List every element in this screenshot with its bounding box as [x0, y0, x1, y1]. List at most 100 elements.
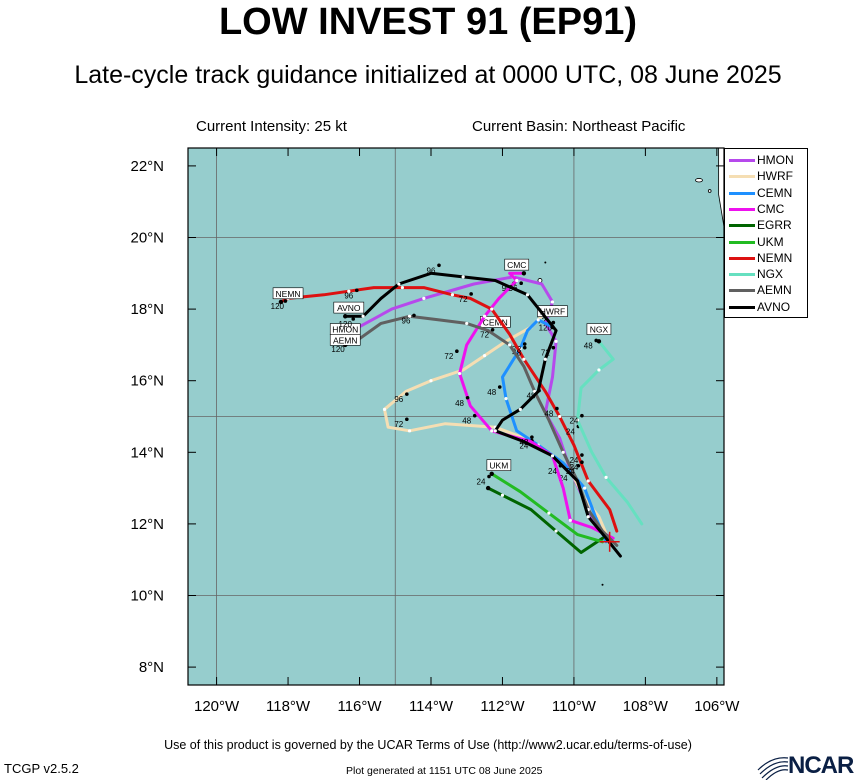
lat-tick-label: 16°N	[130, 373, 164, 390]
terms-of-use: Use of this product is governed by the U…	[164, 738, 692, 752]
lat-tick-label: 18°N	[130, 301, 164, 318]
track-point	[525, 293, 530, 297]
legend-swatch	[729, 159, 755, 162]
map-frame	[187, 147, 725, 686]
legend-swatch	[729, 256, 755, 260]
track-point	[522, 357, 526, 361]
forecast-hour-label: 72	[394, 420, 403, 429]
track-point	[500, 493, 505, 497]
model-tag-box	[586, 323, 612, 335]
forecast-hour-marker	[405, 392, 409, 396]
track-point	[397, 282, 401, 286]
forecast-hour-label: 96	[402, 316, 411, 325]
track-point	[429, 379, 433, 383]
forecast-hour-marker	[551, 320, 556, 325]
model-tag-box	[272, 287, 304, 300]
forecast-hour-label: 120	[539, 324, 553, 333]
track-point	[347, 289, 351, 293]
forecast-hour-marker	[576, 463, 581, 468]
forecast-hour-label: 48	[519, 438, 528, 447]
lat-tick-label: 20°N	[130, 230, 164, 247]
page-subtitle: Late-cycle track guidance initialized at…	[74, 61, 782, 89]
forecast-hour-marker	[490, 327, 495, 332]
legend-label: HMON	[757, 153, 794, 167]
forecast-hour-label: 120	[271, 302, 285, 311]
model-tag-box	[504, 258, 530, 271]
forecast-hour-marker	[412, 313, 416, 318]
legend: HMON HWRF CEMN CMC EGRR UKM NEMN NGX AEMN AVNO	[724, 148, 808, 318]
track-point	[482, 314, 487, 318]
forecast-hour-label: 120	[331, 345, 345, 354]
track-end-marker	[485, 485, 491, 491]
lon-tick-label: 108°W	[623, 698, 669, 715]
lon-tick-label: 118°W	[266, 698, 311, 715]
forecast-hour-marker	[594, 338, 599, 343]
legend-swatch	[729, 207, 755, 211]
forecast-hour-label: 48	[487, 388, 496, 397]
ncar-logo-icon	[757, 757, 789, 780]
lon-tick-label: 114°W	[409, 698, 454, 715]
track-point	[568, 518, 572, 522]
forecast-hour-marker	[283, 299, 288, 303]
island-small	[707, 189, 712, 193]
forecast-hour-label: 96	[394, 395, 403, 404]
forecast-hour-marker	[405, 417, 409, 422]
ncar-logo-text: NCAR	[788, 752, 854, 779]
forecast-hour-marker	[555, 406, 559, 411]
model-tag-nemn: NEMN	[276, 289, 301, 299]
track-point	[490, 307, 494, 311]
model-tag-ukm: UKM	[489, 461, 508, 471]
track-nemn	[279, 286, 619, 533]
track-end-marker	[489, 471, 494, 476]
lon-tick-label: 106°W	[694, 698, 740, 715]
forecast-hour-label: 72	[541, 349, 550, 358]
model-tag-aemn: AEMN	[333, 335, 358, 345]
lon-tick-label: 116°W	[337, 698, 382, 715]
track-egrr	[486, 486, 604, 554]
model-tag-avno: AVNO	[337, 303, 361, 313]
track-point	[536, 318, 540, 322]
track-end-marker	[278, 299, 284, 305]
track-point	[550, 300, 555, 304]
track-point	[382, 407, 387, 411]
model-tag-box	[329, 334, 361, 346]
track-point	[422, 296, 426, 300]
model-tag-box	[537, 305, 568, 317]
lat-tick-label: 22°N	[130, 158, 164, 175]
island-marias	[695, 178, 703, 183]
track-point	[550, 454, 555, 458]
lon-tick-label: 110°W	[552, 698, 597, 715]
forecast-hour-marker	[519, 281, 523, 286]
lat-tick-label: 12°N	[130, 516, 164, 533]
legend-swatch	[729, 224, 755, 228]
forecast-hour-marker	[351, 317, 356, 321]
model-tag-box	[486, 459, 512, 471]
forecast-hour-label: 96	[344, 291, 353, 300]
track-point	[457, 371, 462, 376]
track-avno	[343, 271, 622, 558]
forecast-hour-label: 96	[427, 266, 436, 275]
legend-label: AEMN	[757, 283, 792, 298]
track-point	[561, 450, 565, 454]
lat-tick-label: 10°N	[130, 588, 164, 605]
legend-swatch	[729, 289, 755, 293]
lon-tick-label: 112°W	[480, 698, 525, 715]
legend-swatch	[729, 305, 755, 309]
model-tag-box	[333, 301, 365, 314]
legend-label: CEMN	[757, 185, 793, 200]
forecast-hour-marker	[530, 435, 534, 439]
track-point	[554, 339, 558, 343]
track-point	[490, 429, 494, 433]
forecast-hour-label: 24	[519, 442, 528, 451]
track-point	[597, 368, 601, 372]
track-point	[604, 475, 608, 479]
forecast-hour-marker	[465, 395, 470, 400]
track-point	[504, 397, 508, 401]
forecast-hour-marker	[522, 342, 527, 346]
forecast-hour-marker	[580, 413, 584, 418]
forecast-hour-label: 24	[566, 427, 575, 436]
current-intensity: Current Intensity: 25 kt	[196, 118, 347, 135]
track-point	[515, 278, 519, 283]
legend-swatch	[729, 273, 755, 277]
legend-label: AVNO	[757, 299, 791, 314]
